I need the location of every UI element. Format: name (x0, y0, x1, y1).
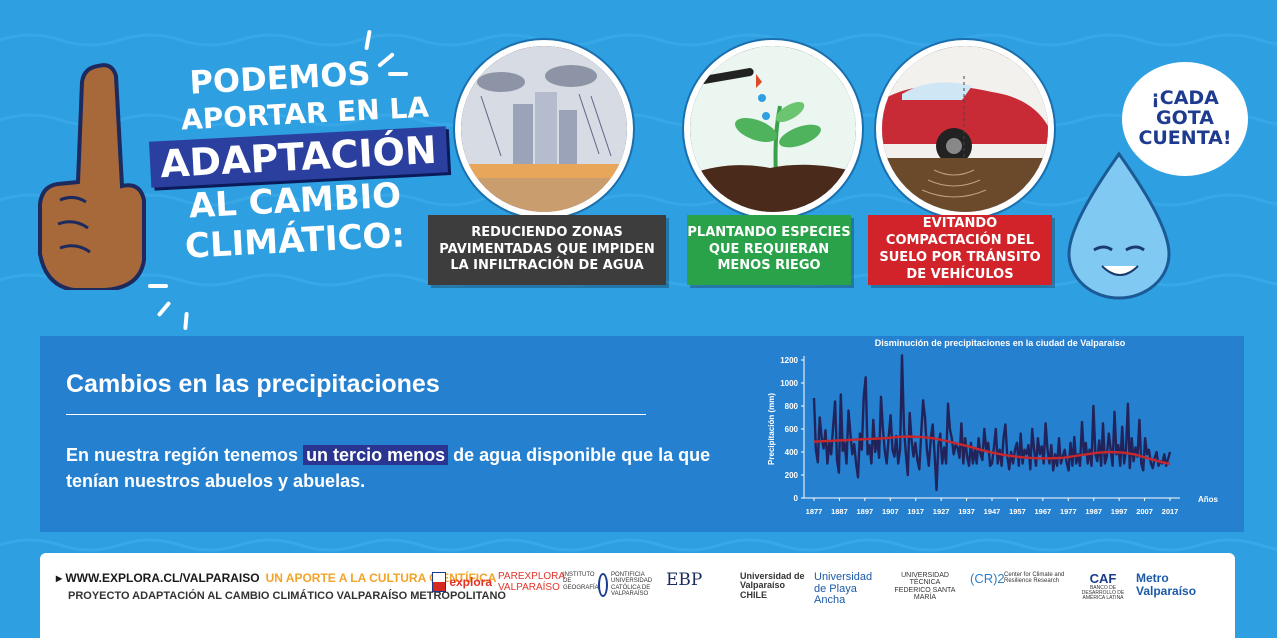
footer (40, 553, 1235, 638)
footer-subtitle: PROYECTO ADAPTACIÓN AL CAMBIO CLIMÁTICO … (68, 590, 506, 602)
x-tick-label: 1927 (933, 507, 950, 516)
ray-decoration (148, 284, 168, 288)
footer-url[interactable]: ▸ WWW.EXPLORA.CL/VALPARAISO (56, 571, 260, 585)
y-tick-label: 400 (785, 448, 799, 457)
logo-metro-valparaiso: Metro Valparaíso (1136, 572, 1216, 597)
x-tick-label: 1917 (907, 507, 924, 516)
logo-cr2: (CR)2 (970, 572, 1005, 586)
logo-caf-sub-text: BANCO DE DESARROLLO DE AMÉRICA LATINA (1081, 584, 1125, 602)
logo-cr2-center-text: Center for Climate and Resilience Resear… (1004, 572, 1065, 585)
section-text: En nuestra región tenemos un tercio meno… (66, 442, 756, 494)
precipitation-chart: Disminución de precipitaciones en la ciu… (760, 334, 1230, 526)
logo-upla-text: Universidad de Playa Ancha (814, 571, 873, 607)
logo-cr2-text: (CR)2 (970, 571, 1005, 586)
logo-upla: Universidad de Playa Ancha (814, 571, 884, 607)
logo-parexplora-text: PAREXPLORA VALPARAÍSO (498, 571, 565, 593)
car-compaction-illustration (876, 40, 1054, 218)
logo-instituto-geografia: INSTITUTO DE GEOGRAFÍA (563, 572, 599, 591)
section-text-after: de agua disponible que la que tenían nue… (66, 445, 711, 492)
logo-explora-text: explora (449, 574, 492, 589)
logo-utfsm-text: UNIVERSIDAD TÉCNICA FEDERICO SANTA MARÍA (894, 572, 956, 602)
speech-bubble: ¡CADA GOTA CUENTA! (1122, 62, 1248, 176)
section-text-before: En nuestra región tenemos (66, 445, 304, 465)
y-tick-label: 0 (794, 494, 799, 503)
x-axis-label: Años (1198, 495, 1219, 504)
logo-parexplora: PAREXPLORA VALPARAÍSO (498, 571, 565, 593)
highlight-text: un tercio menos (303, 445, 449, 465)
chile-flag-icon (432, 572, 447, 592)
pointing-hand-icon (38, 63, 146, 290)
logo-pucv: PONTIFICIA UNIVERSIDAD CATÓLICA DE VALPA… (598, 572, 658, 597)
x-tick-label: 1967 (1035, 507, 1052, 516)
y-tick-label: 200 (785, 471, 799, 480)
action-label-vehicles: EVITANDO COMPACTACIÓN DEL SUELO POR TRÁN… (868, 215, 1052, 285)
logo-uv: Universidad de Valparaíso CHILE (740, 571, 806, 600)
logo-pucv-text: PONTIFICIA UNIVERSIDAD CATÓLICA DE VALPA… (611, 572, 653, 597)
logo-utfsm: UNIVERSIDAD TÉCNICA FEDERICO SANTA MARÍA (892, 572, 958, 601)
x-tick-label: 1977 (1060, 507, 1077, 516)
x-tick-label: 1877 (806, 507, 823, 516)
x-tick-label: 1957 (1009, 507, 1026, 516)
y-tick-label: 600 (785, 425, 799, 434)
logo-metro-text: Metro Valparaíso (1136, 571, 1197, 598)
y-tick-label: 800 (785, 402, 799, 411)
logo-caf-text: CAF (1089, 571, 1117, 586)
logo-explora: explora (432, 572, 492, 592)
x-tick-label: 1937 (958, 507, 975, 516)
logo-caf: CAF BANCO DE DESARROLLO DE AMÉRICA LATINA (1080, 572, 1126, 601)
university-seal-icon (598, 572, 609, 597)
x-tick-label: 1897 (857, 507, 874, 516)
logo-ebp: EBP (666, 570, 726, 590)
logo-instituto-text: INSTITUTO DE GEOGRAFÍA (563, 572, 599, 591)
x-tick-label: 2017 (1162, 507, 1179, 516)
logo-cr2-center: Center for Climate and Resilience Resear… (1004, 572, 1066, 585)
action-label-plants: PLANTANDO ESPECIES QUE REQUIERAN MENOS R… (687, 215, 851, 285)
water-drop-mascot-icon (1067, 151, 1171, 300)
x-tick-label: 2007 (1136, 507, 1153, 516)
plant-illustration (684, 40, 862, 218)
chart-svg: Disminución de precipitaciones en la ciu… (767, 338, 1219, 516)
trend-series-line (813, 435, 1171, 466)
logo-ebp-text: EBP (666, 570, 703, 590)
x-tick-label: 1887 (831, 507, 848, 516)
x-tick-label: 1907 (882, 507, 899, 516)
section-title: Cambios en las precipitaciones (66, 370, 440, 398)
y-tick-label: 1000 (780, 379, 798, 388)
logo-uv-text: Universidad de Valparaíso CHILE (740, 571, 805, 600)
y-axis-label: Precipitación (mm) (767, 393, 776, 465)
hero-title: PODEMOS APORTAR EN LA ADAPTACIÓN AL CAMB… (148, 54, 448, 267)
y-tick-label: 1200 (780, 356, 798, 365)
precipitation-series-line (812, 354, 1172, 492)
section-divider (66, 414, 646, 415)
x-tick-label: 1947 (984, 507, 1001, 516)
footer-url-line: ▸ WWW.EXPLORA.CL/VALPARAISO UN APORTE A L… (56, 571, 496, 585)
paved-city-illustration (455, 40, 633, 218)
chart-title: Disminución de precipitaciones en la ciu… (875, 338, 1126, 348)
x-tick-label: 1997 (1111, 507, 1128, 516)
ray-decoration (388, 72, 408, 76)
action-label-paving: REDUCIENDO ZONAS PAVIMENTADAS QUE IMPIDE… (428, 215, 666, 285)
x-tick-label: 1987 (1085, 507, 1102, 516)
